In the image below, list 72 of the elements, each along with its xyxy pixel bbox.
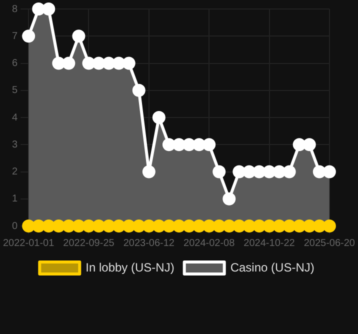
legend-label: Casino (US-NJ)	[230, 260, 314, 274]
point	[32, 220, 46, 232]
point	[62, 220, 76, 232]
point	[152, 111, 166, 124]
point	[192, 138, 206, 152]
x-tick-label: 2023-06-12	[123, 238, 175, 249]
point	[182, 138, 196, 152]
point	[262, 165, 276, 178]
point	[242, 220, 256, 232]
y-tick-label: 8	[12, 4, 18, 15]
point	[122, 220, 136, 232]
point	[42, 220, 56, 232]
y-tick-label: 1	[12, 194, 18, 205]
point	[232, 220, 246, 232]
point	[252, 220, 266, 232]
y-tick-label: 4	[12, 112, 18, 124]
point	[172, 220, 186, 232]
point	[272, 165, 286, 178]
y-tick-label: 2	[12, 166, 18, 178]
point	[222, 220, 236, 232]
point	[312, 165, 326, 178]
y-tick-label: 7	[12, 30, 18, 42]
point	[272, 220, 286, 232]
point	[252, 165, 266, 178]
point	[202, 138, 216, 152]
point	[182, 220, 196, 232]
point	[162, 220, 176, 232]
point	[102, 220, 116, 232]
legend-label: In lobby (US-NJ)	[86, 260, 174, 274]
point	[72, 30, 86, 43]
x-tick-label: 2022-09-25	[63, 238, 115, 249]
point	[102, 56, 116, 70]
point	[132, 84, 146, 97]
point	[192, 220, 206, 232]
point	[162, 138, 176, 152]
point	[222, 192, 236, 206]
point	[52, 220, 66, 232]
point	[122, 56, 136, 70]
point	[82, 56, 96, 70]
x-tick-label: 2024-10-22	[244, 238, 296, 249]
point	[282, 165, 296, 178]
x-tick-label: 2024-02-08	[184, 238, 236, 249]
point	[302, 220, 316, 232]
y-tick-label: 3	[12, 139, 18, 150]
point	[322, 165, 336, 178]
point	[282, 220, 296, 232]
point	[312, 220, 326, 232]
point	[62, 56, 76, 70]
x-tick-label: 2025-06-20	[304, 238, 356, 249]
point	[292, 138, 306, 152]
point	[302, 138, 316, 152]
point	[52, 56, 66, 70]
point	[172, 138, 186, 152]
point	[92, 56, 106, 70]
x-tick-label: 2022-01-01	[3, 238, 55, 249]
point	[232, 165, 246, 178]
point	[112, 220, 126, 232]
point	[212, 220, 226, 232]
y-tick-label: 0	[12, 220, 18, 232]
point	[72, 220, 86, 232]
point	[32, 2, 46, 16]
y-tick-label: 5	[12, 85, 18, 96]
point	[242, 165, 256, 178]
point	[142, 165, 156, 178]
point	[92, 220, 106, 232]
point	[112, 56, 126, 70]
y-tick-label: 6	[12, 58, 18, 69]
point	[152, 220, 166, 232]
point	[42, 2, 56, 16]
point	[132, 220, 146, 232]
point	[292, 220, 306, 232]
point	[212, 165, 226, 178]
